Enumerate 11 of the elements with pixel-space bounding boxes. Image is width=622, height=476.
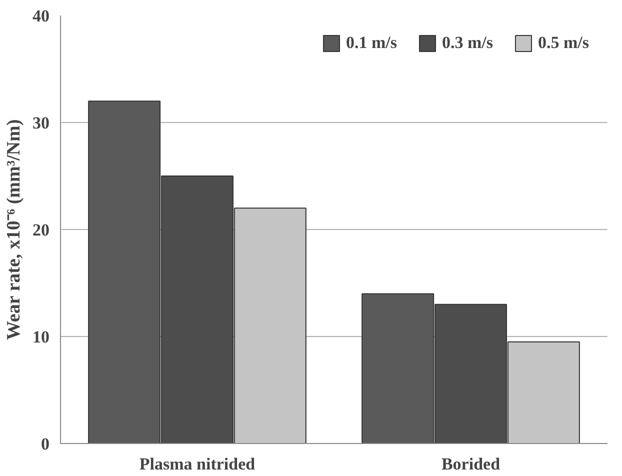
x-tick-label: Plasma nitrided bbox=[139, 454, 256, 474]
y-tick-label: 10 bbox=[32, 328, 50, 346]
y-tick-label: 30 bbox=[32, 114, 50, 132]
y-tick-label: 0 bbox=[41, 434, 50, 454]
legend-label: 0.5 m/s bbox=[538, 33, 589, 53]
x-tick-label: Borided bbox=[441, 454, 501, 474]
y-tick-label: 40 bbox=[32, 6, 50, 26]
y-tick-label: 20 bbox=[32, 220, 50, 240]
legend-label: 0.3 m/s bbox=[442, 33, 493, 53]
y-axis-title: Wear rate, x10⁻⁶ (mm³/Nm) bbox=[4, 119, 24, 340]
legend-label: 0.1 m/s bbox=[346, 33, 397, 53]
